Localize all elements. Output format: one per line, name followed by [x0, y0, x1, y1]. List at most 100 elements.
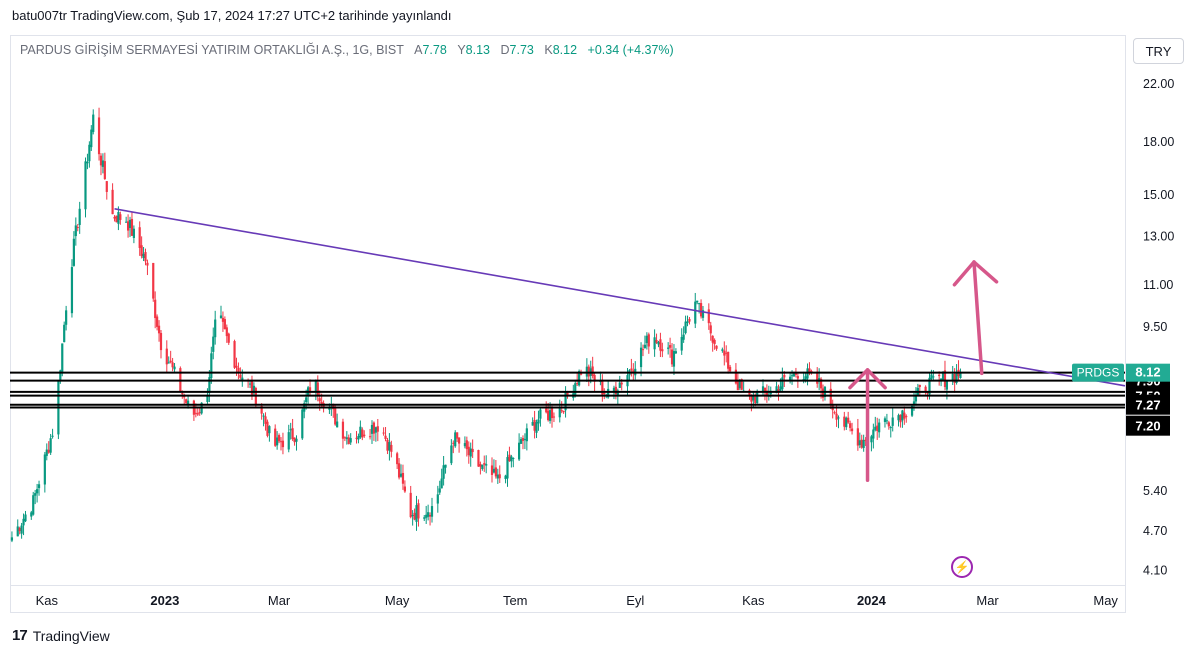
candle-body: [427, 512, 430, 517]
candle-body: [74, 225, 77, 237]
candle-body: [552, 416, 556, 418]
candle-body: [783, 374, 786, 378]
candle-body: [926, 392, 929, 394]
high-value: 8.13: [465, 43, 490, 57]
candle-body: [492, 468, 496, 473]
candle-body: [682, 334, 685, 340]
level-price-tag: [1126, 394, 1170, 415]
candle-body: [574, 383, 577, 397]
candle-body: [686, 321, 689, 323]
candle-body: [268, 426, 271, 434]
level-price-label: 7.20: [1135, 419, 1160, 434]
candle-body: [940, 378, 943, 380]
candle-body: [889, 427, 892, 429]
candle-body: [223, 319, 226, 330]
candle-body: [874, 426, 877, 430]
candle-body: [341, 421, 345, 439]
candle-body: [750, 396, 753, 402]
candle-body: [694, 301, 697, 324]
symbol-badge: [1072, 363, 1124, 382]
candle-body: [425, 514, 428, 518]
candle-body: [359, 426, 362, 438]
candle-body: [794, 373, 798, 375]
candle-body: [779, 386, 782, 391]
candle-body: [914, 394, 918, 402]
candle-body: [287, 432, 290, 450]
candle-body: [912, 401, 916, 405]
candle-body: [955, 372, 958, 383]
lightning-icon[interactable]: ⚡: [951, 556, 973, 578]
candle-body: [291, 428, 294, 440]
candle-body: [858, 440, 861, 446]
candle-body: [494, 467, 497, 477]
candle-body: [10, 537, 14, 541]
candle-body: [701, 310, 705, 318]
candle-body: [872, 429, 875, 439]
candle-body: [194, 412, 197, 414]
candle-body: [641, 349, 645, 351]
candle-body: [279, 441, 283, 443]
candle-body: [897, 415, 900, 421]
candle-body: [119, 214, 122, 220]
candle-body: [715, 345, 718, 349]
publish-caption: batu007tr TradingView.com, Şub 17, 2024 …: [12, 8, 452, 23]
candle-body: [740, 379, 743, 390]
candle-body: [847, 417, 850, 423]
candle-body: [560, 410, 563, 412]
x-tick-label: May: [385, 593, 410, 608]
candle-body: [752, 395, 755, 401]
high-label: Y: [457, 43, 466, 57]
candle-body: [483, 463, 486, 465]
candle-body: [930, 374, 933, 379]
candle-body: [76, 226, 79, 228]
candle-body: [130, 218, 134, 236]
candle-body: [181, 393, 184, 395]
candle-body: [670, 349, 674, 365]
candles-group: [10, 107, 962, 543]
low-value: 7.73: [509, 43, 534, 57]
candle-body: [45, 449, 48, 456]
candle-body: [18, 527, 21, 532]
candle-body: [506, 457, 509, 479]
candle-body: [308, 387, 312, 392]
candle-body: [239, 374, 242, 378]
candle-body: [78, 208, 81, 225]
time-axis-divider: [10, 585, 1125, 586]
arrow-shaft[interactable]: [972, 260, 984, 376]
candle-body: [754, 396, 757, 404]
candle-body: [518, 442, 521, 460]
candle-body: [612, 387, 616, 392]
candle-body: [918, 384, 921, 387]
candle-body: [620, 382, 623, 385]
candle-body: [49, 438, 52, 453]
low-label: D: [500, 43, 510, 57]
candle-body: [376, 426, 379, 432]
candle-body: [454, 432, 457, 447]
candle-body: [485, 464, 488, 466]
candle-body: [765, 390, 768, 396]
candle-body: [924, 386, 927, 393]
candle-body: [938, 374, 941, 377]
candle-body: [860, 439, 863, 448]
candle-body: [566, 391, 569, 397]
candle-body: [723, 350, 726, 356]
candle-body: [115, 215, 118, 223]
y-tick-label: 4.10: [1143, 564, 1167, 578]
candle-body: [727, 351, 730, 369]
candle-body: [519, 439, 523, 444]
trendline[interactable]: [114, 208, 1126, 387]
candle-body: [707, 309, 710, 324]
currency-button[interactable]: TRY: [1133, 38, 1184, 64]
candle-body: [144, 252, 147, 262]
candle-body: [579, 372, 583, 375]
candle-body: [411, 515, 414, 517]
candle-body: [862, 439, 865, 448]
candle-body: [361, 429, 364, 438]
candle-body: [775, 386, 778, 394]
candle-body: [535, 422, 538, 433]
x-tick-label: 2023: [150, 593, 179, 608]
candle-body: [125, 221, 128, 223]
candle-body: [320, 401, 323, 404]
candle-body: [601, 379, 604, 395]
